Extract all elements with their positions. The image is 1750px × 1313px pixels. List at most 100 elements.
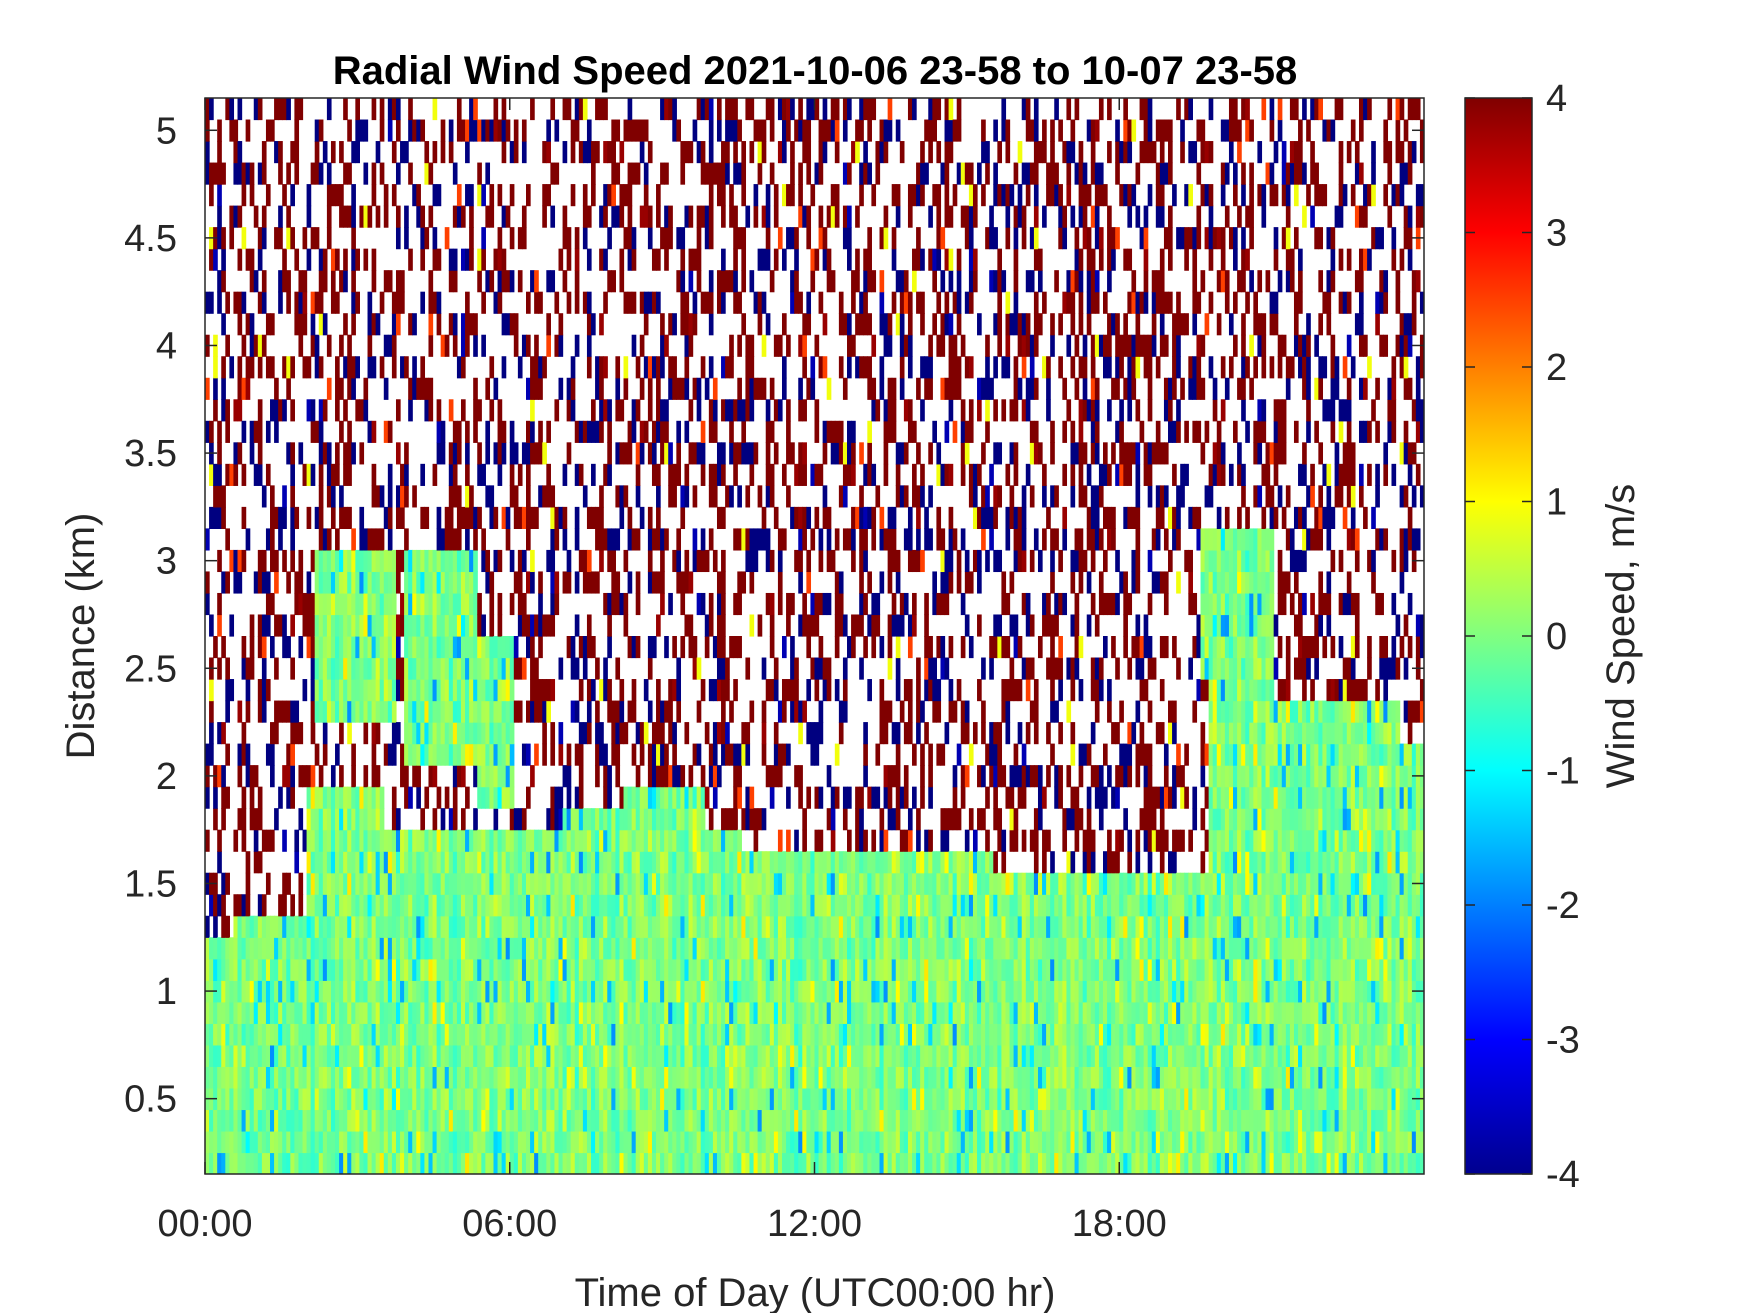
heatmap-cell [209, 722, 214, 745]
heatmap-cell [379, 1152, 385, 1174]
heatmap-cell [469, 1087, 474, 1111]
heatmap-cell [798, 571, 803, 594]
heatmap-cell [501, 958, 507, 981]
heatmap-cell [651, 420, 657, 443]
heatmap-cell [798, 1130, 803, 1154]
heatmap-cell [627, 1023, 633, 1046]
heatmap-cell [647, 829, 653, 852]
heatmap-cell [460, 958, 466, 981]
heatmap-cell [330, 1152, 336, 1174]
heatmap-cell [424, 915, 430, 938]
heatmap-cell [225, 399, 230, 422]
heatmap-cell [777, 700, 783, 723]
heatmap-cell [696, 1001, 702, 1024]
heatmap-cell [725, 829, 730, 852]
heatmap-cell [306, 980, 312, 1003]
heatmap-cell [761, 248, 767, 271]
heatmap-cell [221, 399, 226, 422]
heatmap-cell [838, 1087, 844, 1111]
heatmap-cell [473, 722, 478, 745]
heatmap-cell [359, 1152, 365, 1174]
heatmap-cell [570, 829, 576, 852]
heatmap-cell [420, 377, 426, 400]
heatmap-cell [647, 958, 653, 981]
heatmap-cell [485, 377, 491, 400]
heatmap-cell [416, 980, 421, 1003]
heatmap-cell [444, 851, 450, 874]
heatmap-cell [501, 313, 507, 336]
heatmap-cell [229, 1001, 235, 1024]
heatmap-cell [265, 980, 271, 1003]
heatmap-cell [526, 1023, 531, 1046]
heatmap-cell [294, 915, 300, 938]
heatmap-cell [253, 915, 259, 938]
heatmap-cell [534, 614, 539, 637]
heatmap-cell [534, 700, 539, 723]
heatmap-cell [550, 485, 556, 508]
heatmap-cell [526, 1044, 531, 1067]
heatmap-cell [241, 1044, 247, 1067]
heatmap-cell [489, 722, 495, 745]
heatmap-cell [550, 851, 556, 874]
heatmap-cell [473, 420, 478, 443]
heatmap-cell [347, 958, 352, 981]
heatmap-cell [688, 334, 694, 357]
heatmap-cell [566, 915, 572, 938]
heatmap-cell [379, 915, 385, 938]
heatmap-cell [716, 851, 722, 874]
heatmap-cell [631, 1152, 637, 1174]
heatmap-cell [639, 506, 645, 529]
heatmap-cell [509, 549, 515, 573]
heatmap-cell [460, 356, 466, 379]
heatmap-cell [631, 808, 637, 831]
heatmap-cell [335, 1044, 340, 1067]
heatmap-cell [294, 1001, 300, 1024]
heatmap-cell [521, 227, 527, 250]
heatmap-cell [351, 1023, 356, 1046]
heatmap-cell [542, 184, 547, 207]
heatmap-cell [440, 614, 446, 637]
heatmap-cell [355, 1130, 360, 1154]
heatmap-cell [643, 1044, 649, 1067]
heatmap-cell [847, 1023, 852, 1046]
heatmap-cell [473, 313, 478, 336]
heatmap-cell [708, 872, 714, 895]
heatmap-cell [412, 765, 417, 788]
heatmap-cell [322, 1001, 328, 1024]
heatmap-cell [245, 1001, 251, 1024]
heatmap-cell [225, 1152, 230, 1174]
heatmap-cell [794, 700, 799, 723]
heatmap-cell [656, 1023, 661, 1046]
heatmap-cell [757, 528, 763, 551]
heatmap-cell [473, 571, 478, 594]
heatmap-cell [631, 958, 637, 981]
heatmap-cell [509, 829, 515, 852]
heatmap-cell [383, 184, 389, 207]
heatmap-cell [330, 549, 336, 573]
heatmap-cell [420, 1023, 426, 1046]
heatmap-cell [684, 549, 690, 573]
heatmap-cell [562, 980, 568, 1003]
heatmap-cell [339, 334, 344, 357]
heatmap-cell [542, 937, 547, 960]
heatmap-cell [615, 485, 621, 508]
heatmap-cell [603, 1130, 608, 1154]
heatmap-cell [603, 1001, 608, 1024]
heatmap-cell [391, 334, 397, 357]
heatmap-cell [635, 592, 641, 616]
heatmap-cell [582, 1023, 588, 1046]
heatmap-cell [359, 1044, 365, 1067]
heatmap-cell [574, 528, 580, 551]
heatmap-cell [668, 1152, 673, 1174]
heatmap-cell [469, 851, 474, 874]
heatmap-cell [347, 334, 352, 357]
heatmap-cell [692, 980, 698, 1003]
heatmap-cell [664, 958, 669, 981]
heatmap-cell [339, 1044, 344, 1067]
heatmap-cell [379, 808, 385, 831]
heatmap-cell [391, 1001, 397, 1024]
heatmap-cell [745, 851, 751, 874]
heatmap-cell [688, 636, 694, 659]
heatmap-cell [842, 1130, 848, 1154]
heatmap-cell [578, 894, 584, 917]
